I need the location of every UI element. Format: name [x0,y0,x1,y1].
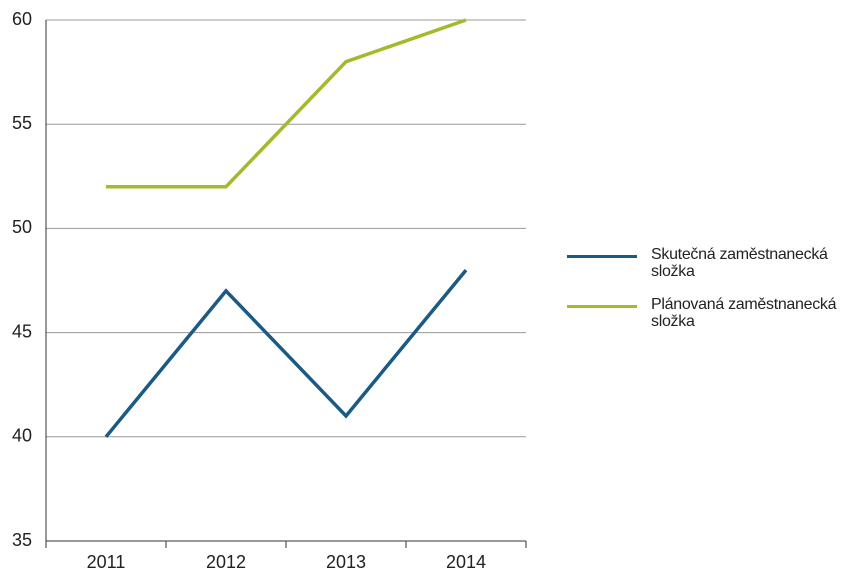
series-line [104,268,468,438]
x-tick-label: 2014 [446,552,486,572]
legend-swatch [567,305,637,308]
x-tick-label: 2013 [326,552,366,572]
series-line [106,18,467,189]
legend-label: Skutečná zaměstnanecká složka [651,246,828,280]
y-tick-label: 60 [12,9,32,29]
legend-item: Plánovaná zaměstnanecká složka [567,296,861,330]
y-tick-label: 50 [12,217,32,237]
legend-label: Plánovaná zaměstnanecká složka [651,296,837,330]
y-tick-label: 40 [12,426,32,446]
legend-swatch [567,255,637,258]
x-tick-label: 2012 [206,552,246,572]
y-tick-label: 35 [12,530,32,550]
y-tick-label: 55 [12,113,32,133]
legend-item: Skutečná zaměstnanecká složka [567,246,861,280]
x-tick-label: 2011 [87,552,126,572]
y-tick-label: 45 [12,321,32,341]
